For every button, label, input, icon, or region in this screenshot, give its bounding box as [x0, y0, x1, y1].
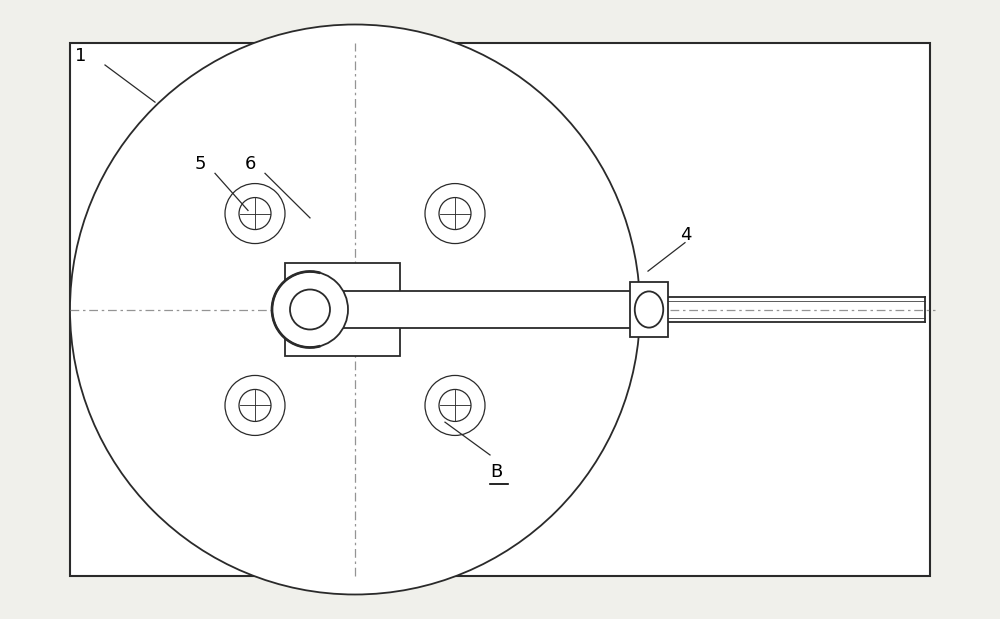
- Ellipse shape: [425, 376, 485, 435]
- Text: B: B: [490, 462, 502, 481]
- Bar: [70, 43, 930, 576]
- Ellipse shape: [439, 389, 471, 422]
- Ellipse shape: [70, 25, 640, 594]
- Text: 1: 1: [75, 46, 86, 65]
- Ellipse shape: [239, 197, 271, 230]
- Ellipse shape: [425, 184, 485, 243]
- Bar: [285, 263, 400, 356]
- Ellipse shape: [225, 376, 285, 435]
- Bar: [630, 282, 668, 337]
- Ellipse shape: [225, 184, 285, 243]
- Text: 6: 6: [245, 155, 256, 173]
- Ellipse shape: [272, 272, 348, 347]
- Ellipse shape: [239, 389, 271, 422]
- Ellipse shape: [439, 197, 471, 230]
- Bar: [325, 291, 635, 328]
- Ellipse shape: [290, 290, 330, 329]
- Text: 5: 5: [195, 155, 207, 173]
- Text: 4: 4: [680, 226, 692, 245]
- Ellipse shape: [635, 292, 663, 327]
